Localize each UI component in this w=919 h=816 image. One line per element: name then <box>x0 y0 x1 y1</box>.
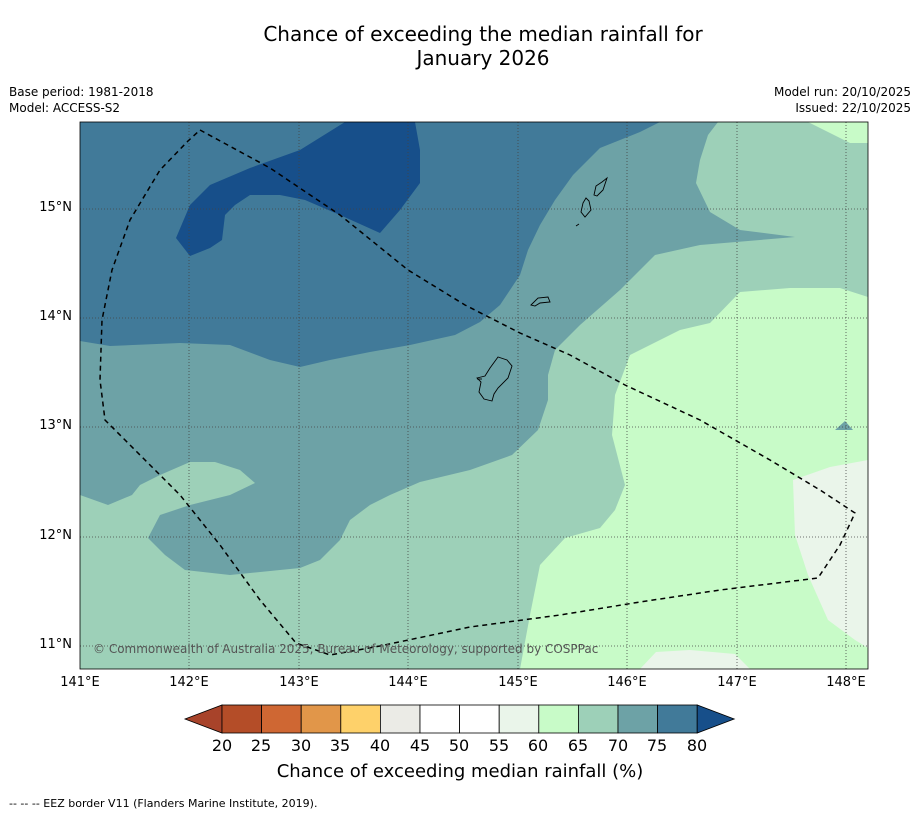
colorbar-cell-65-70 <box>577 704 619 734</box>
map-title-line1: Chance of exceeding the median rainfall … <box>263 22 703 46</box>
cb-tick-25: 25 <box>250 736 272 755</box>
cb-tick-70: 70 <box>607 736 629 755</box>
copyright-notice: © Commonwealth of Australia 2025, Bureau… <box>93 642 599 656</box>
map-title: Chance of exceeding the median rainfall … <box>0 22 919 70</box>
colorbar-cell-25-30 <box>261 704 302 734</box>
lon-label-147e: 147°E <box>717 675 757 690</box>
lon-label-148e: 148°E <box>826 675 866 690</box>
lon-label-143e: 143°E <box>279 675 319 690</box>
colorbar-cell-20-25 <box>221 704 262 734</box>
lat-label-14n: 14°N <box>39 309 72 324</box>
lon-label-141e: 141°E <box>60 675 100 690</box>
cb-tick-50: 50 <box>448 736 470 755</box>
lon-label-146e: 146°E <box>607 675 647 690</box>
cb-tick-35: 35 <box>329 736 351 755</box>
contour-layer <box>80 122 868 669</box>
colorbar-cell-40-45 <box>379 704 421 734</box>
cb-tick-30: 30 <box>290 736 312 755</box>
lat-label-11n: 11°N <box>39 637 72 652</box>
map-title-line2: January 2026 <box>416 46 550 70</box>
cb-tick-80: 80 <box>686 736 708 755</box>
cb-tick-40: 40 <box>369 736 391 755</box>
colorbar-cell-70-75 <box>617 704 658 734</box>
contour-70-75-patch <box>835 421 853 430</box>
contour-55-60-east <box>793 460 868 648</box>
islands <box>476 176 608 402</box>
colorbar-cell-75-80 <box>657 704 698 734</box>
model-run: Model run: 20/10/2025 <box>773 85 911 99</box>
lat-label-13n: 13°N <box>39 418 72 433</box>
colorbar-cell-45-50 <box>419 704 460 734</box>
colorbar-cell-60-65 <box>538 704 579 734</box>
issued-date: Issued: 22/10/2025 <box>795 101 911 115</box>
cb-tick-55: 55 <box>488 736 510 755</box>
contour-60-65-ne <box>808 122 868 143</box>
island-saipan <box>593 176 608 197</box>
colorbar-cell-30-35 <box>300 704 342 734</box>
base-period: Base period: 1981-2018 <box>9 85 154 99</box>
cb-tick-60: 60 <box>527 736 549 755</box>
colorbar-label: Chance of exceeding median rainfall (%) <box>276 761 644 782</box>
lon-label-144e: 144°E <box>388 675 428 690</box>
footer-legend: -- -- -- EEZ border V11 (Flanders Marine… <box>9 797 318 810</box>
cb-tick-45: 45 <box>409 736 431 755</box>
cb-tick-20: 20 <box>211 736 233 755</box>
eez-border <box>99 129 856 656</box>
island-aguijan <box>575 223 580 227</box>
island-tinian <box>580 197 592 218</box>
meta-left: Base period: 1981-2018 Model: ACCESS-S2 <box>9 84 154 116</box>
colorbar-cell-50-55 <box>459 704 500 734</box>
map-frame <box>79 121 869 670</box>
contour-60-65 <box>520 288 868 669</box>
cb-tick-75: 75 <box>646 736 668 755</box>
colorbar-cell-55-60 <box>498 704 540 734</box>
contour-80-plus <box>176 122 420 256</box>
model-name: Model: ACCESS-S2 <box>9 101 121 115</box>
lat-label-15n: 15°N <box>39 200 72 215</box>
gridlines <box>80 122 868 669</box>
colorbar <box>183 704 736 734</box>
lat-label-12n: 12°N <box>39 528 72 543</box>
cb-tick-65: 65 <box>567 736 589 755</box>
colorbar-cell-35-40 <box>340 704 381 734</box>
colorbar-extend-above <box>696 704 736 734</box>
lon-label-145e: 145°E <box>498 675 538 690</box>
island-guam <box>476 356 513 402</box>
lon-label-142e: 142°E <box>169 675 209 690</box>
island-rota <box>530 296 551 307</box>
meta-right: Model run: 20/10/2025 Issued: 22/10/2025 <box>774 84 911 116</box>
colorbar-extend-below <box>183 704 223 734</box>
contour-55-60-south <box>640 650 750 669</box>
